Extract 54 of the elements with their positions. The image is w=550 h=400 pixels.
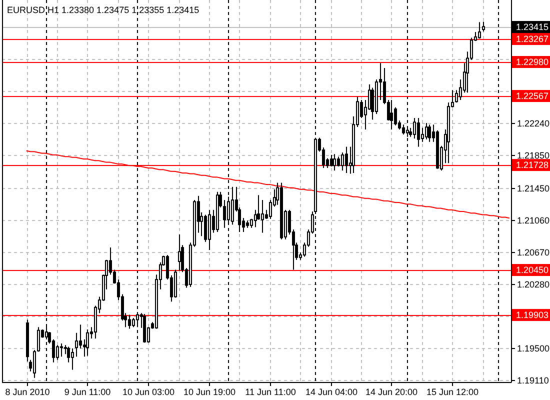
y-tick-label: 1.21450: [517, 184, 550, 194]
x-tick-label: 9 Jun 11:00: [64, 387, 111, 397]
candlestick: [482, 21, 485, 32]
candlestick: [128, 314, 131, 330]
candlestick: [333, 154, 336, 172]
candlestick: [455, 90, 458, 103]
candlestick: [178, 234, 181, 272]
candlestick: [79, 324, 82, 349]
ref-line-label: 1.23415: [516, 22, 549, 32]
y-tick-label: 1.21060: [517, 216, 550, 226]
candlestick: [254, 209, 257, 228]
candlestick: [390, 100, 393, 130]
ref-line-label: 1.23267: [516, 34, 549, 44]
candlestick: [341, 152, 344, 172]
candlestick: [71, 348, 74, 370]
x-tick-label: 10 Jun 19:00: [183, 387, 236, 397]
candlestick: [269, 200, 272, 220]
y-tick-label: 1.19110: [517, 376, 549, 386]
y-tick-label: 1.22240: [517, 118, 550, 128]
ref-line-label: 1.21728: [516, 160, 549, 170]
candlestick: [330, 154, 333, 167]
candlestick: [67, 346, 70, 363]
ref-line-label: 1.22567: [516, 91, 549, 101]
candlestick: [261, 200, 264, 234]
ref-line-label: 1.22980: [516, 57, 549, 67]
candlestick: [132, 318, 135, 328]
candlestick: [478, 22, 481, 40]
candlestick: [402, 124, 405, 135]
x-tick-label: 10 Jun 03:00: [122, 387, 175, 397]
candlestick: [337, 156, 340, 167]
ref-line-label: 1.20450: [516, 265, 549, 275]
candlestick: [231, 186, 234, 226]
candlestick: [204, 214, 207, 242]
candlestick: [86, 329, 89, 356]
y-tick-label: 1.20280: [517, 280, 550, 290]
candlestick: [56, 344, 59, 360]
candlestick: [75, 332, 78, 358]
ref-line-label: 1.19903: [516, 310, 549, 320]
x-tick-label: 11 Jun 11:00: [245, 387, 296, 397]
candlestick: [417, 118, 420, 148]
y-tick-label: 1.21850: [517, 150, 550, 160]
candlestick: [413, 118, 416, 140]
candlestick: [394, 106, 397, 126]
candlestick: [428, 124, 431, 142]
x-tick-label: 14 Jun 04:00: [305, 387, 358, 397]
candlestick: [345, 146, 348, 174]
y-tick-label: 1.19500: [517, 344, 550, 354]
y-tick-label: 1.20670: [517, 248, 550, 258]
x-tick-label: 8 Jun 2010: [5, 387, 50, 397]
candlestick: [60, 342, 63, 358]
candlestick: [425, 122, 428, 140]
x-tick-label: 15 Jun 12:00: [426, 387, 479, 397]
x-tick-label: 14 Jun 20:00: [365, 387, 418, 397]
text: EURUSD,H1 1.23380 1.23475 1.23355 1.23415: [7, 5, 200, 15]
